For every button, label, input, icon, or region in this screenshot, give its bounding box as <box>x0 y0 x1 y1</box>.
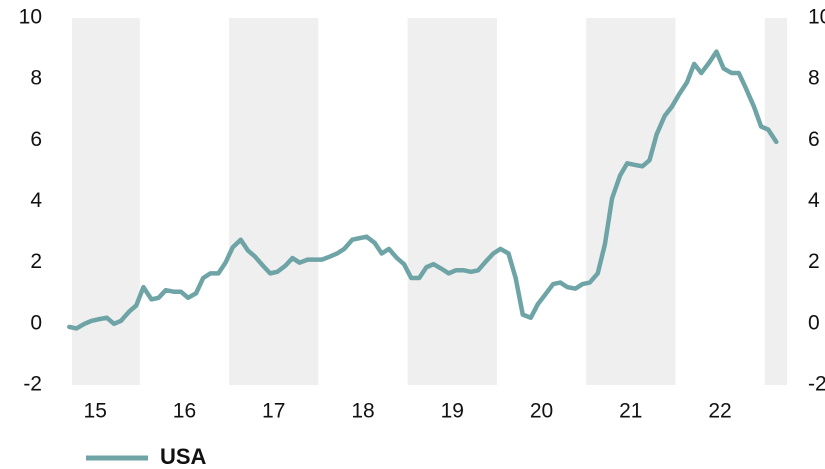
shaded-band <box>72 18 140 385</box>
y-tick-label: 10 <box>19 6 42 29</box>
y2-tick-label: 6 <box>808 128 820 151</box>
shaded-band <box>764 18 787 385</box>
y2-tick-label: -2 <box>808 373 825 396</box>
x-tick-label: 22 <box>708 400 731 423</box>
x-tick-label: 17 <box>262 400 285 423</box>
y-tick-label: 6 <box>30 128 42 151</box>
x-tick-label: 16 <box>173 400 196 423</box>
y2-tick-label: 10 <box>808 6 825 29</box>
y2-tick-label: 0 <box>808 311 820 334</box>
y2-tick-label: 8 <box>808 67 820 90</box>
shaded-band <box>586 18 676 385</box>
shaded-band <box>407 18 497 385</box>
x-tick-label: 15 <box>84 400 107 423</box>
legend-text: USA <box>160 444 207 469</box>
x-tick-label: 20 <box>530 400 553 423</box>
x-tick-label: 19 <box>441 400 464 423</box>
y-tick-label: 8 <box>30 67 42 90</box>
data-line <box>67 49 779 331</box>
y2-tick-label: 2 <box>808 250 820 273</box>
y-tick-label: -2 <box>23 373 42 396</box>
y-tick-label: 2 <box>30 250 42 273</box>
shaded-band <box>229 18 319 385</box>
x-tick-label: 21 <box>619 400 642 423</box>
y2-tick-label: 4 <box>808 189 820 212</box>
y-tick-label: 4 <box>30 189 42 212</box>
y-tick-label: 0 <box>30 311 42 334</box>
x-tick-label: 18 <box>351 400 374 423</box>
